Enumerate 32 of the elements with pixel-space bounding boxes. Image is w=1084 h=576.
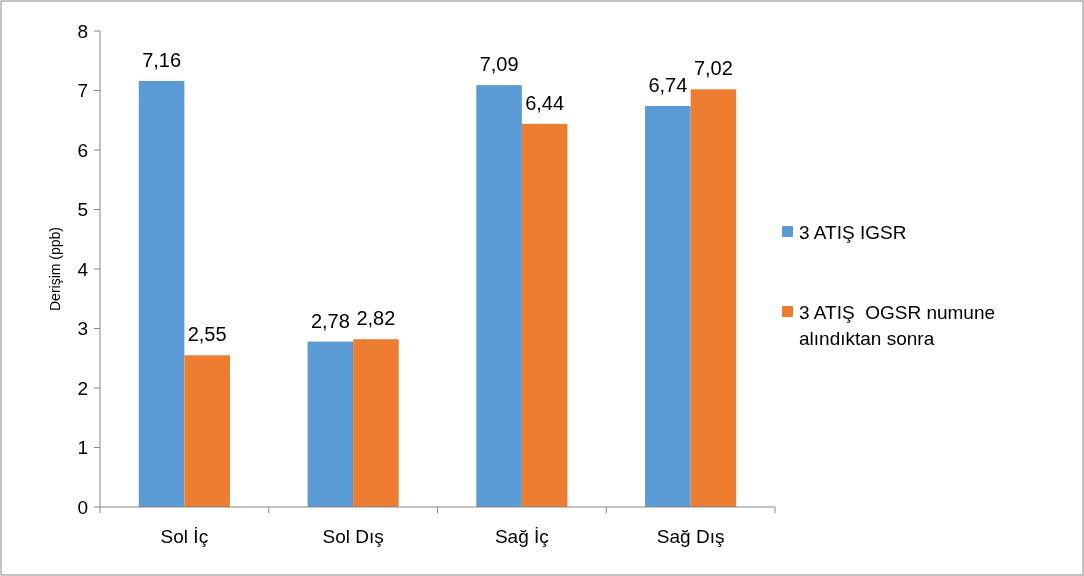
y-tick-label: 8 [77,20,88,42]
bar [138,80,185,507]
bar [476,85,522,507]
legend-label: 3 ATIŞ IGSR [799,221,907,243]
x-tick-label: Sağ İç [494,526,549,547]
bar [184,355,230,507]
data-label: 2,78 [310,309,350,332]
y-axis-title: Derişim (ppb) [47,226,63,312]
y-tick-label: 4 [77,258,89,280]
bar [353,339,399,507]
x-tick-label: Sol Dış [322,526,384,547]
data-label: 6,74 [648,73,688,96]
bar [307,341,354,507]
y-tick-label: 7 [77,80,88,102]
y-tick-label: 1 [77,437,88,459]
data-label: 6,44 [525,91,565,114]
data-label: 2,55 [187,323,227,346]
y-tick-label: 0 [77,496,88,518]
y-tick-label: 3 [77,318,88,340]
y-tick-label: 6 [77,139,88,161]
y-tick-label: 2 [77,377,88,399]
bar [645,105,691,507]
data-label: 7,02 [693,57,733,80]
data-label: 2,82 [356,307,396,330]
x-tick-label: Sağ Dış [656,526,725,547]
y-tick-label: 5 [77,199,88,221]
bar [521,123,568,507]
bar [690,89,737,507]
x-tick-label: Sol İç [160,526,209,547]
data-label: 7,09 [479,53,519,76]
legend-label: 3 ATIŞ OGSR numune alındıktan sonra [799,301,996,350]
data-label: 7,16 [142,48,182,71]
